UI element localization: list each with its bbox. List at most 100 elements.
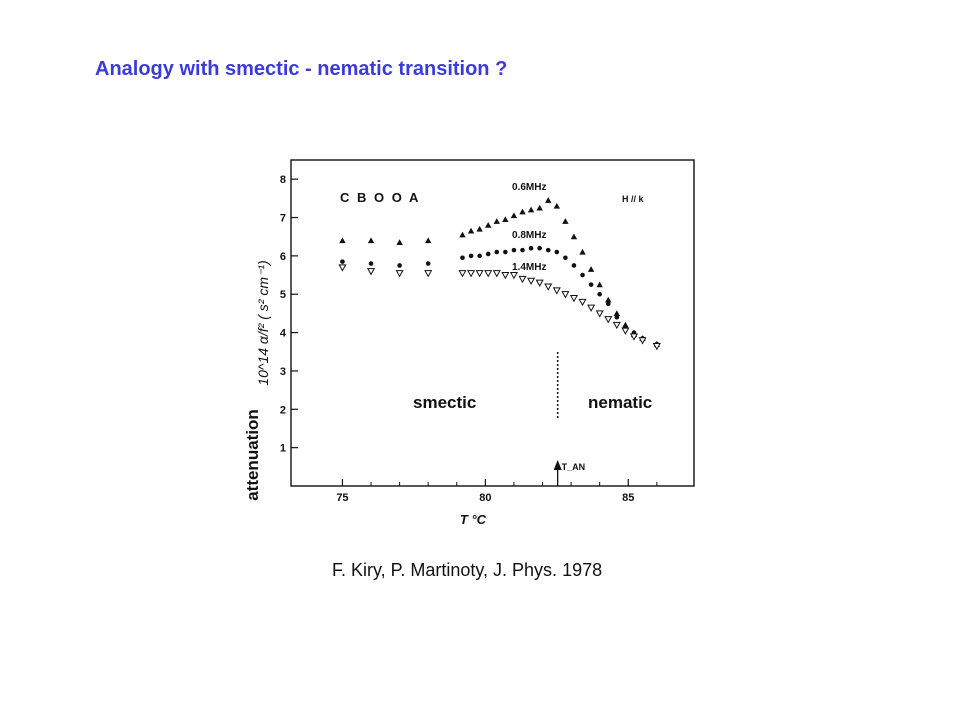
- point-0.8MHz-10: [511, 247, 517, 253]
- point-0.8MHz-14: [545, 247, 551, 253]
- point-0.8MHz-20: [597, 291, 602, 297]
- y-tick-label-4: 4: [280, 328, 287, 340]
- point-0.6MHz-4: [459, 231, 466, 238]
- point-0.8MHz-16: [563, 255, 568, 261]
- point-1.4MHz-14: [544, 283, 553, 291]
- y-tick-label-6: 6: [280, 251, 286, 263]
- point-0.6MHz-22: [613, 310, 621, 316]
- point-0.8MHz-0: [340, 259, 345, 264]
- x-axis-label: T °C: [460, 512, 487, 527]
- point-0.6MHz-5: [467, 227, 475, 234]
- point-1.4MHz-5: [467, 270, 476, 278]
- point-1.4MHz-16: [561, 291, 570, 299]
- point-0.6MHz-9: [502, 216, 509, 223]
- point-1.4MHz-15: [552, 287, 561, 295]
- y-tick-label-8: 8: [280, 174, 286, 186]
- smectic-label: smectic: [413, 393, 476, 412]
- point-0.6MHz-17: [570, 233, 578, 240]
- point-0.8MHz-1: [368, 261, 374, 266]
- series-label-0-6mhz: 0.6MHz: [512, 182, 546, 193]
- point-0.8MHz-18: [580, 272, 585, 278]
- point-1.4MHz-23: [621, 327, 630, 335]
- point-0.6MHz-13: [536, 204, 543, 211]
- point-0.8MHz-4: [460, 255, 465, 261]
- x-tick-label-75: 75: [336, 492, 348, 504]
- y-tick-label-1: 1: [280, 443, 286, 455]
- data-marks: [338, 197, 661, 351]
- point-1.4MHz-3: [424, 270, 433, 278]
- y-axis-label: 10^14 α/f² ( s² cm⁻¹): [255, 260, 271, 385]
- point-0.8MHz-6: [477, 253, 482, 259]
- y-tick-label-3: 3: [280, 366, 286, 378]
- series-label-1-4mhz: 1.4MHz: [512, 262, 546, 273]
- point-1.4MHz-8: [492, 270, 501, 278]
- point-1.4MHz-21: [604, 316, 613, 324]
- material-label: C B O O A: [340, 190, 420, 205]
- point-1.4MHz-12: [527, 277, 536, 286]
- point-0.6MHz-15: [553, 202, 561, 209]
- point-0.6MHz-14: [545, 197, 552, 203]
- point-1.4MHz-10: [509, 271, 518, 280]
- point-0.8MHz-12: [528, 245, 534, 251]
- point-0.8MHz-7: [485, 251, 491, 257]
- point-0.6MHz-8: [493, 218, 500, 224]
- point-0.6MHz-18: [579, 248, 586, 255]
- point-0.6MHz-19: [587, 266, 595, 272]
- y-tick-label-5: 5: [280, 289, 286, 301]
- axis-ticks: 1 2 3 4 5 6 7 8 75 80 85: [280, 174, 658, 504]
- point-0.6MHz-3: [424, 237, 432, 244]
- point-0.8MHz-5: [468, 253, 474, 259]
- point-1.4MHz-17: [569, 295, 579, 303]
- point-0.8MHz-13: [537, 245, 542, 251]
- point-0.8MHz-19: [588, 282, 594, 287]
- citation: F. Kiry, P. Martinoty, J. Phys. 1978: [332, 560, 603, 580]
- point-0.6MHz-7: [485, 222, 492, 228]
- point-0.8MHz-11: [520, 247, 525, 253]
- slide-title: Analogy with smectic - nematic transitio…: [95, 58, 508, 80]
- series-label-0-8mhz: 0.8MHz: [512, 230, 546, 241]
- transition-label: T_AN: [562, 462, 586, 472]
- point-0.6MHz-6: [476, 225, 483, 232]
- point-1.4MHz-18: [578, 298, 587, 307]
- x-tick-label-85: 85: [622, 492, 634, 504]
- point-0.6MHz-2: [396, 239, 403, 246]
- point-1.4MHz-20: [595, 310, 604, 318]
- point-1.4MHz-4: [458, 270, 467, 278]
- y-tick-label-2: 2: [280, 404, 286, 416]
- point-1.4MHz-26: [652, 342, 661, 351]
- point-1.4MHz-25: [638, 337, 647, 345]
- point-1.4MHz-13: [535, 279, 544, 287]
- point-0.8MHz-8: [494, 249, 500, 255]
- y-tick-label-7: 7: [280, 213, 286, 225]
- point-0.6MHz-21: [605, 296, 612, 303]
- point-1.4MHz-22: [612, 321, 621, 330]
- field-label: H // k: [622, 194, 645, 204]
- point-1.4MHz-11: [518, 275, 527, 284]
- point-1.4MHz-24: [629, 333, 639, 341]
- point-0.8MHz-2: [397, 263, 402, 268]
- point-1.4MHz-2: [395, 270, 404, 278]
- point-1.4MHz-19: [587, 304, 596, 312]
- point-0.8MHz-22: [614, 314, 620, 320]
- point-0.6MHz-0: [339, 237, 346, 244]
- x-tick-label-80: 80: [479, 492, 491, 504]
- point-0.6MHz-12: [527, 206, 535, 213]
- plot-frame: [290, 159, 695, 487]
- point-1.4MHz-1: [366, 268, 376, 276]
- point-0.8MHz-17: [571, 263, 577, 268]
- point-1.4MHz-0: [338, 264, 347, 272]
- nematic-label: nematic: [588, 393, 652, 412]
- attenuation-label: attenuation: [243, 409, 262, 501]
- point-1.4MHz-9: [501, 271, 510, 280]
- point-0.6MHz-16: [562, 218, 569, 224]
- point-0.6MHz-10: [510, 212, 518, 219]
- point-0.8MHz-21: [605, 301, 611, 307]
- point-1.4MHz-6: [475, 270, 484, 278]
- point-0.8MHz-9: [503, 249, 508, 255]
- transition-arrow-head: [553, 460, 562, 470]
- point-0.8MHz-3: [425, 261, 431, 266]
- point-1.4MHz-7: [484, 270, 493, 278]
- point-0.8MHz-15: [554, 249, 560, 255]
